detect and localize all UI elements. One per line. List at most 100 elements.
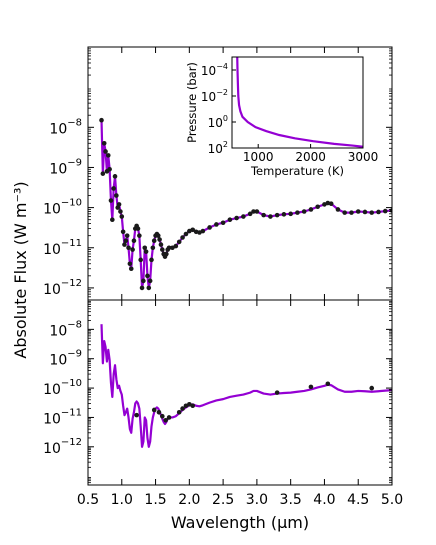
x-tick-label: 3.0 (246, 492, 268, 508)
top-observed-point (160, 247, 165, 252)
inset-y-axis-label: Pressure (bar) (185, 62, 199, 143)
top-y-tick-label: 10−10 (43, 198, 82, 218)
inset-plot-area (236, 57, 363, 148)
top-observed-point (150, 245, 156, 251)
top-observed-point (103, 149, 108, 154)
top-panel: 10−12 10−11 10−10 10−9 10−8 (43, 46, 393, 301)
top-observed-point (180, 235, 185, 240)
bottom-observed-point (134, 412, 139, 418)
top-observed-point (137, 233, 142, 238)
top-observed-point (301, 209, 307, 214)
bottom-observed-point (160, 413, 165, 419)
bottom-y-axis: 10−12 10−11 10−10 10−9 10−8 (43, 300, 392, 486)
inset-y-tick-label: 102 (208, 140, 228, 156)
top-observed-point (295, 210, 300, 215)
x-tick-label: 5.0 (381, 492, 403, 508)
top-observed-point (220, 220, 226, 226)
bottom-observed-point (308, 384, 314, 390)
x-tick-label: 1.0 (111, 492, 133, 508)
top-observed-point (107, 166, 112, 172)
top-observed-point (120, 229, 126, 235)
top-observed-point (157, 237, 162, 242)
bottom-observed-point (166, 415, 172, 420)
top-observed-point (207, 225, 212, 230)
top-observed-point (145, 273, 150, 279)
top-observed-point (328, 201, 334, 207)
bottom-y-tick-label: 10−12 (43, 437, 82, 457)
top-observed-point (142, 245, 148, 251)
bottom-observed-point (180, 406, 185, 411)
top-observed-point (130, 247, 135, 252)
top-y-tick-label: 10−8 (49, 117, 82, 137)
top-observed-point (149, 257, 154, 263)
top-observed-point (158, 242, 164, 247)
top-observed-point (227, 217, 233, 222)
top-observed-point (147, 278, 153, 284)
top-observed-point (118, 209, 123, 214)
bottom-observed-point (156, 409, 162, 415)
inset-x-axis-label: Temperature (K) (250, 164, 344, 178)
top-observed-point (146, 285, 152, 291)
bottom-observed-point (163, 417, 168, 423)
top-observed-point (376, 209, 381, 215)
inset-y-tick-label: 100 (208, 114, 228, 130)
top-observed-point (138, 257, 143, 263)
top-observed-point (308, 207, 314, 212)
top-observed-point (349, 210, 354, 215)
top-observed-point (268, 214, 273, 219)
top-observed-point (124, 233, 130, 238)
top-observed-point (108, 198, 114, 203)
top-observed-point (155, 233, 161, 238)
inset-axes-frame (231, 56, 364, 149)
bottom-observed-point (325, 381, 331, 387)
bottom-plot-area (100, 324, 392, 448)
bottom-observed-point (274, 390, 280, 395)
top-observed-point (127, 261, 133, 267)
top-observed-point (111, 186, 116, 191)
top-observed-point (288, 211, 293, 217)
top-observed-point (176, 239, 182, 245)
top-observed-point (183, 231, 189, 237)
bottom-observed-point (190, 403, 196, 409)
top-observed-point (151, 238, 157, 243)
top-observed-point (143, 249, 149, 254)
x-tick-label: 2.0 (178, 492, 200, 508)
bottom-observed-point (369, 385, 375, 391)
inset-x-tick-label: 3000 (348, 150, 379, 164)
top-observed-point (247, 211, 253, 217)
top-observed-point (116, 202, 122, 207)
inset-profile-line (236, 57, 363, 148)
top-observed-point (166, 245, 172, 251)
top-observed-point (119, 214, 125, 219)
bottom-y-tick-label: 10−8 (49, 319, 82, 339)
inset-background (232, 57, 363, 148)
top-observed-point (241, 214, 246, 219)
top-observed-point (315, 204, 320, 210)
top-y-tick-label: 10−11 (43, 238, 82, 258)
top-observed-point (128, 266, 134, 272)
inset-x-tick-label: 1000 (243, 150, 274, 164)
x-tick-label: 2.5 (212, 492, 234, 508)
top-observed-point (362, 209, 368, 215)
top-observed-point (251, 209, 256, 214)
inset-y-tick-label: 10−4 (201, 62, 228, 78)
top-observed-point (141, 278, 146, 284)
top-y-tick-label: 10−12 (43, 278, 82, 298)
top-observed-point (173, 243, 179, 249)
x-tick-label: 0.5 (77, 492, 99, 508)
top-y-axis: 10−12 10−11 10−10 10−9 10−8 (43, 48, 392, 301)
top-observed-point (382, 208, 388, 214)
inset-x-axis: 1000 2000 3000 (243, 144, 378, 164)
top-observed-point (114, 193, 119, 198)
bottom-observed-point (176, 409, 182, 415)
top-observed-point (214, 222, 219, 227)
x-tick-label: 1.5 (144, 492, 166, 508)
inset-panel: 1000 2000 3000 10−4 10−2 100 102 Temperature … (185, 56, 378, 178)
top-observed-point (122, 242, 127, 247)
bottom-y-tick-label: 10−11 (43, 407, 82, 427)
top-observed-point (342, 210, 348, 215)
top-observed-point (139, 285, 145, 291)
top-observed-point (126, 245, 131, 251)
top-observed-point (355, 209, 361, 214)
